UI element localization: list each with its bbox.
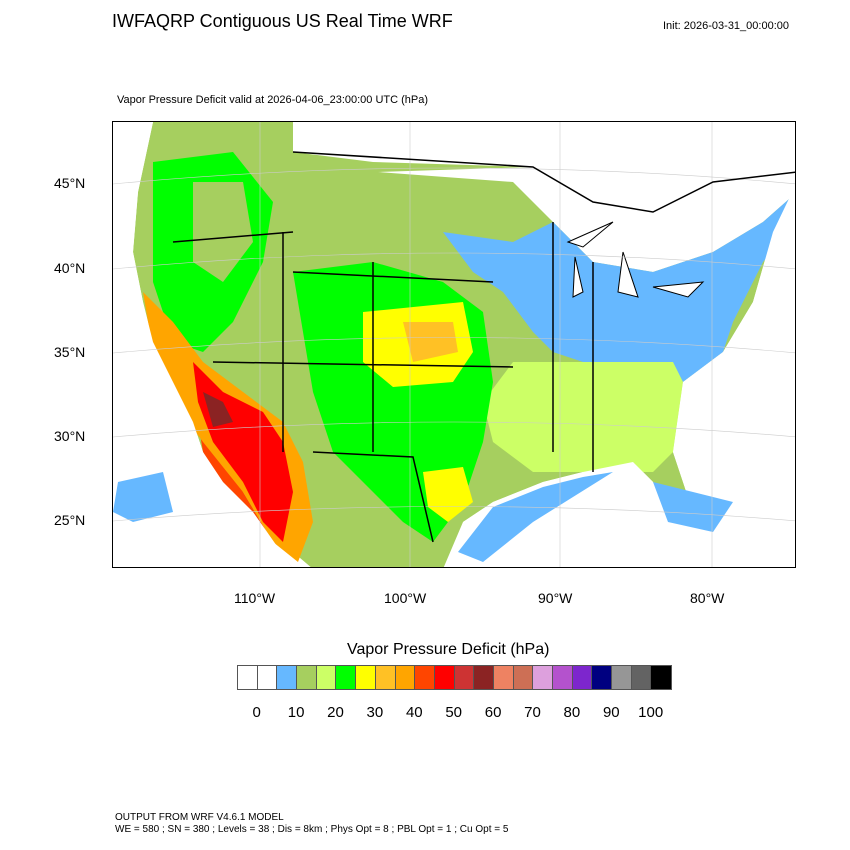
colorbar-box — [612, 666, 632, 689]
colorbar-box — [415, 666, 435, 689]
great-lakes — [566, 221, 705, 298]
atlantic-moist — [653, 482, 733, 532]
colorbar-title: Vapor Pressure Deficit (hPa) — [347, 641, 550, 658]
plot-subtitle: Vapor Pressure Deficit valid at 2026-04-… — [117, 94, 429, 106]
graticule — [113, 122, 795, 567]
colorbar-box — [631, 666, 652, 689]
pacific-ocean — [113, 122, 292, 567]
colorbar-label: 20 — [327, 704, 344, 721]
colorbar-box — [375, 666, 396, 689]
colorbar-box — [454, 666, 475, 689]
colorbar-box — [592, 666, 613, 689]
pacific-moist — [113, 472, 173, 522]
colorbar-label: 30 — [366, 704, 384, 721]
lon-label-90: 90°W — [538, 590, 573, 606]
colorbar-label: 40 — [405, 704, 423, 721]
colorbar-box — [572, 666, 593, 689]
lon-label-80: 80°W — [690, 590, 725, 606]
southwest-darkred — [203, 392, 233, 427]
model-config: WE = 580 ; SN = 380 ; Levels = 38 ; Dis … — [115, 824, 509, 835]
colorbar-box — [238, 666, 258, 689]
vpd-map — [112, 121, 796, 568]
colorbar-box — [474, 666, 494, 689]
init-time: Init: 2026-03-31_00:00:00 — [663, 20, 789, 32]
colorbar — [237, 665, 673, 690]
colorbar-box — [651, 666, 672, 689]
gulf-moist — [458, 472, 613, 562]
colorbar-label: 60 — [484, 704, 502, 721]
colorbar-box — [493, 666, 514, 689]
lat-label-35: 35°N — [54, 344, 86, 360]
northwest-olive — [193, 182, 253, 282]
lon-label-100: 100°W — [384, 590, 427, 606]
colorbar-box — [297, 666, 317, 689]
colorbar-label: 50 — [445, 704, 463, 721]
colorbar-box — [395, 666, 416, 689]
model-info: OUTPUT FROM WRF V4.6.1 MODEL — [115, 812, 284, 823]
colorbar-label: 100 — [638, 704, 664, 721]
lon-label-110: 110°W — [234, 590, 276, 606]
colorbar-box — [257, 666, 278, 689]
texas-yellow — [423, 467, 473, 522]
colorbar-label: 70 — [524, 704, 541, 721]
lat-label-40: 40°N — [54, 260, 86, 276]
lat-label-45: 45°N — [54, 175, 86, 191]
colorbar-box — [533, 666, 553, 689]
colorbar-box — [336, 666, 357, 689]
colorbar-box — [434, 666, 455, 689]
southeast-light-green — [483, 362, 683, 472]
colorbar-label: 0 — [252, 704, 261, 721]
colorbar-box — [277, 666, 298, 689]
plot-title: IWFAQRP Contiguous US Real Time WRF — [112, 11, 453, 31]
lat-label-25: 25°N — [54, 512, 86, 528]
colorbar-label: 80 — [563, 704, 581, 721]
canada-nodata — [293, 122, 795, 212]
colorbar-box — [316, 666, 337, 689]
colorbar-label: 10 — [287, 704, 305, 721]
colorbar-box — [513, 666, 534, 689]
colorbar-box — [356, 666, 376, 689]
lat-label-30: 30°N — [54, 428, 86, 444]
state-borders — [172, 151, 795, 543]
kansas-orange — [403, 322, 458, 362]
colorbar-label: 90 — [602, 704, 620, 721]
colorbar-box — [553, 666, 573, 689]
map-canvas — [113, 122, 795, 567]
